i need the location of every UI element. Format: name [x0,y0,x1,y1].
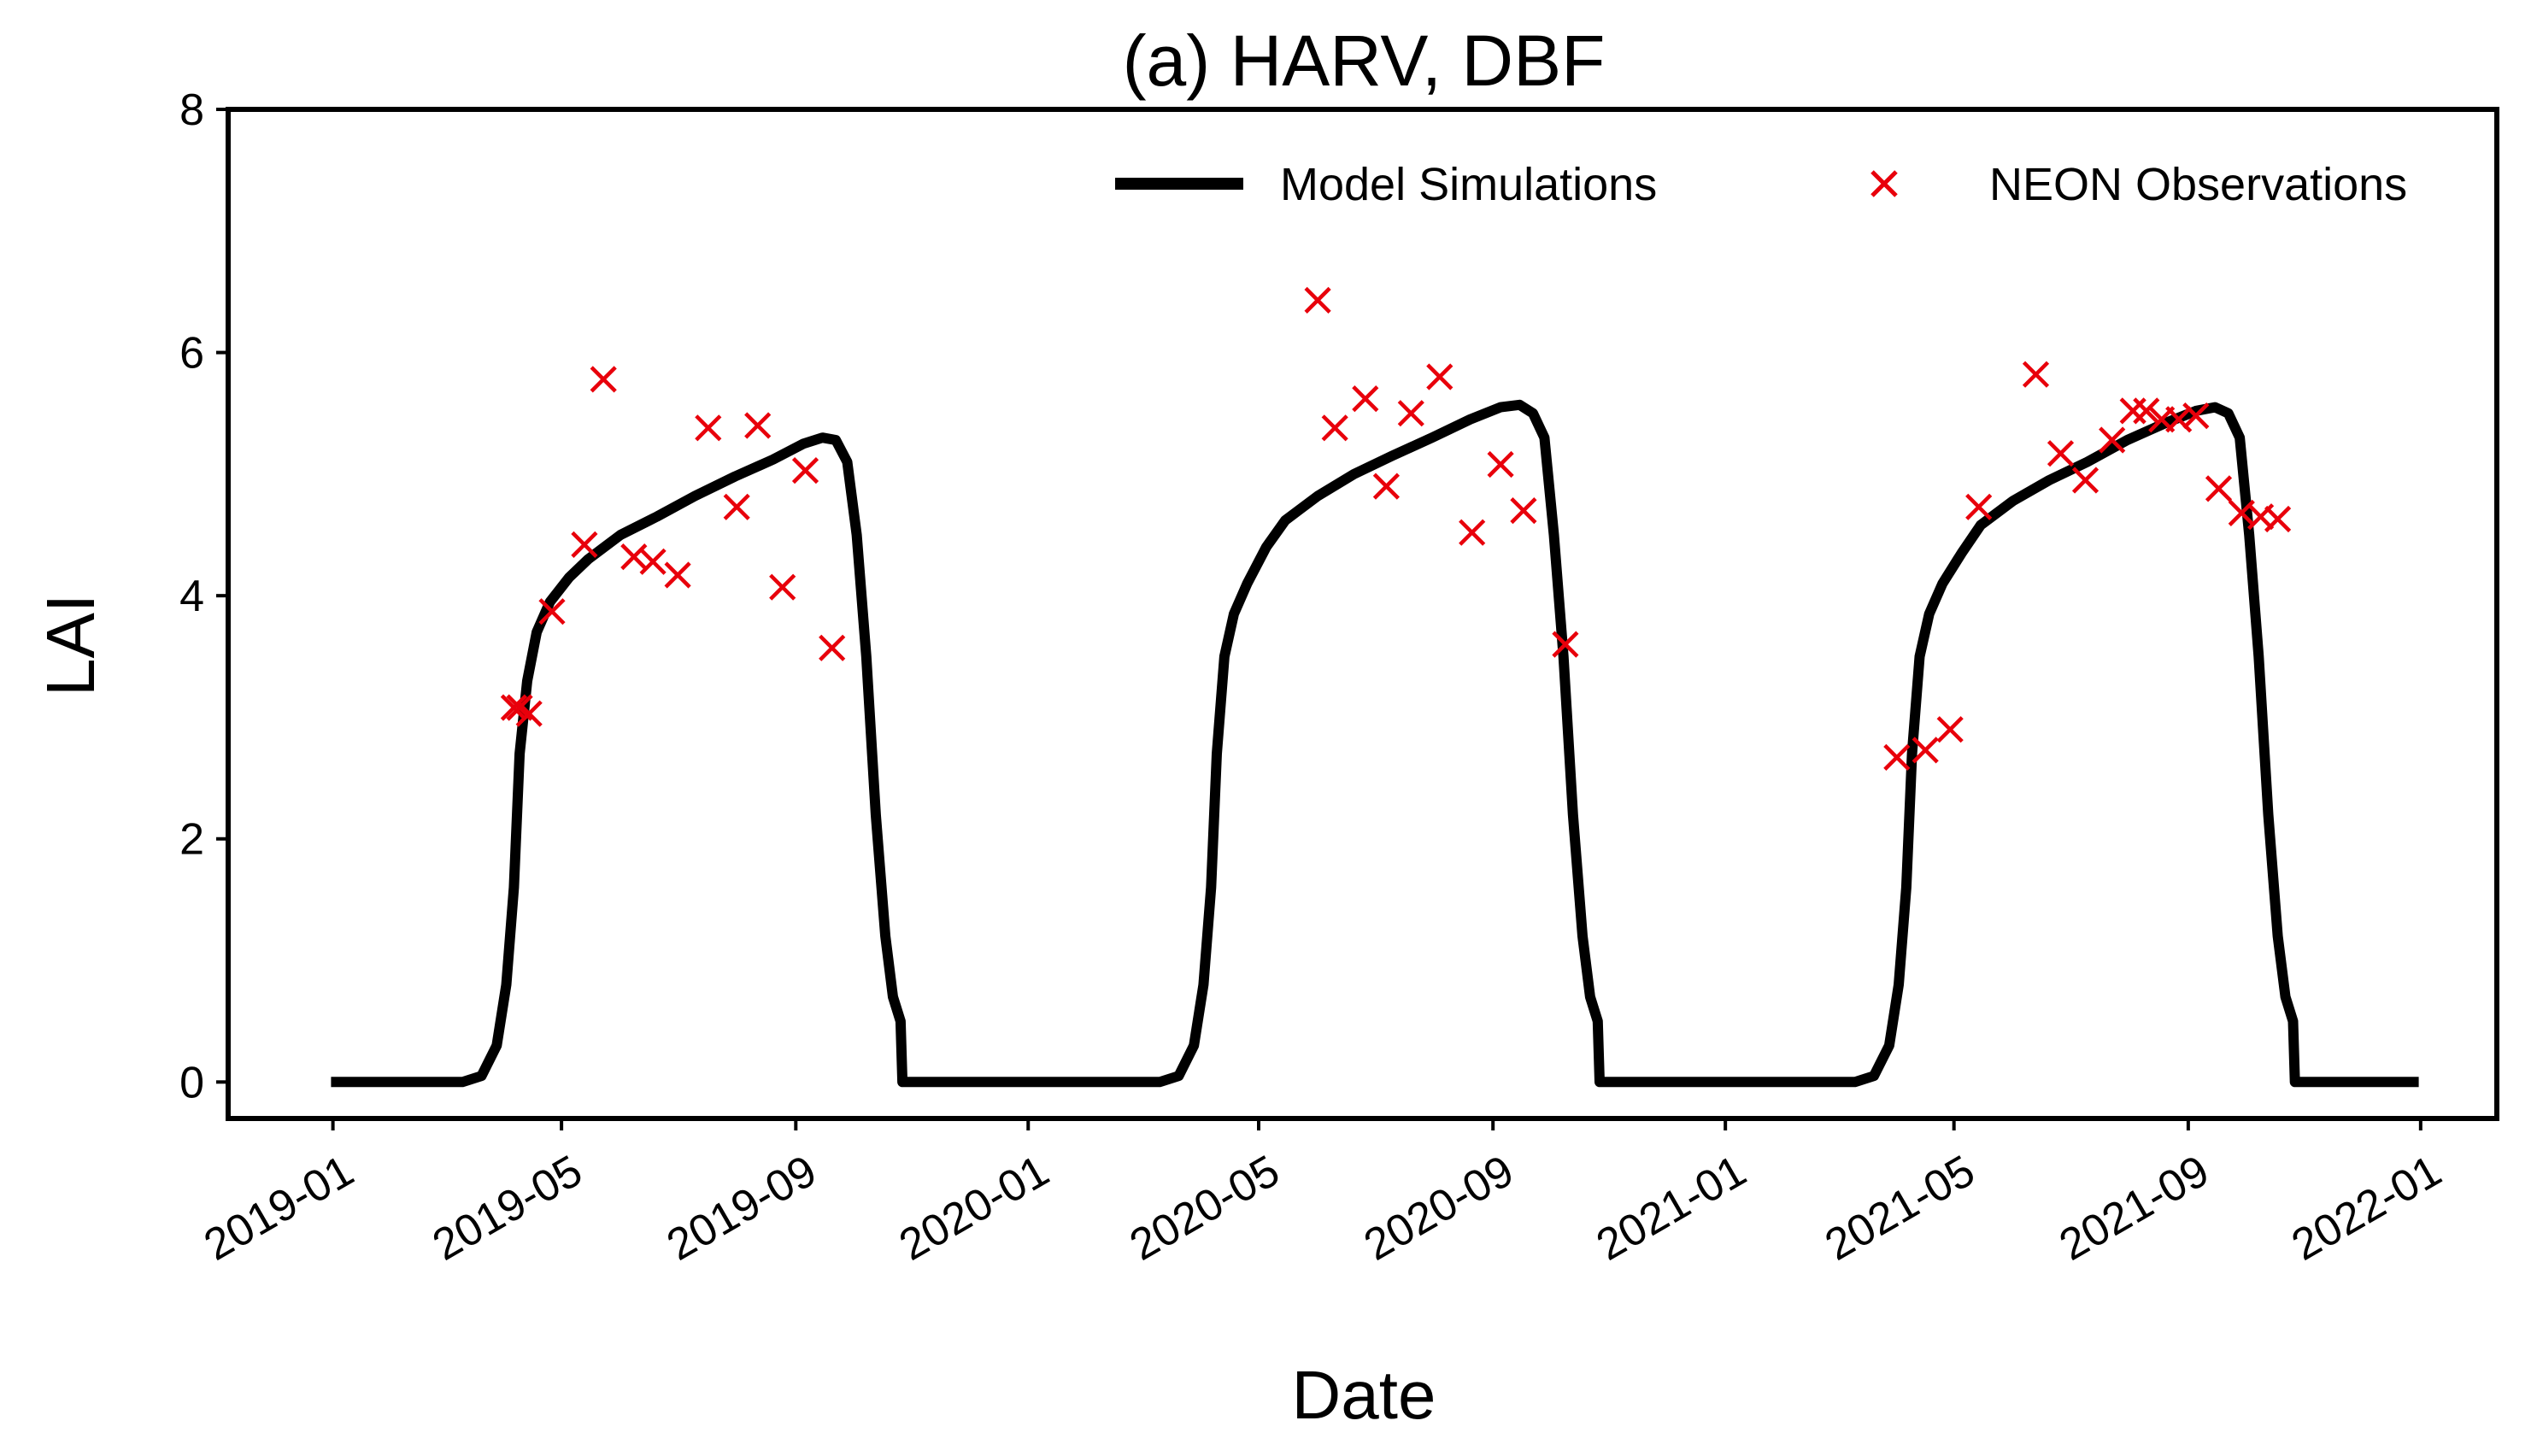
y-axis-label: LAI [32,594,109,696]
observation-point [2099,426,2126,454]
x-axis-ticks: 2019-01 2019-05 2019-09 2020-01 2020-05 2020-… [196,1118,2450,1271]
model-simulations-line [331,399,2419,1088]
observation-point [500,694,527,721]
observation-point [1321,414,1348,442]
observation-point [819,634,846,661]
x-tick-label: 2019-09 [659,1146,825,1271]
x-tick-label: 2019-05 [425,1146,590,1271]
x-tick-label: 2021-01 [1589,1146,1754,1271]
observation-point [1936,716,1964,743]
observation-point [2047,440,2075,467]
observation-point [1352,385,1379,413]
x-tick-label: 2021-05 [1817,1146,1982,1271]
observation-point [1487,450,1514,478]
observation-point [571,531,598,558]
observation-point [1459,519,1486,546]
observation-point [2022,361,2050,388]
observation-point [1372,473,1400,500]
observation-point [1965,493,1993,520]
observation-point [744,412,772,439]
observation-point [1397,400,1424,427]
observation-point [1912,737,1939,764]
observation-point [538,598,566,625]
legend-observations-marker [1870,170,1898,197]
observation-point [1510,497,1537,525]
plot-area [331,286,2419,1088]
observation-point [1883,743,1911,771]
legend-model-label: Model Simulations [1280,159,1657,210]
observation-point [639,548,667,575]
chart-title: (a) HARV, DBF [1123,21,1606,101]
x-axis-label: Date [1292,1357,1436,1433]
observation-point [769,573,796,601]
y-tick-label: 2 [179,815,204,865]
observation-point [1304,286,1331,314]
legend-observations-label: NEON Observations [1989,159,2407,210]
plot-frame [226,107,2499,1121]
legend: Model Simulations NEON Observations [1115,159,2407,210]
observation-point [2264,505,2292,533]
x-tick-label: 2019-01 [196,1146,361,1271]
x-tick-label: 2022-01 [2284,1146,2450,1271]
y-tick-label: 8 [179,85,204,135]
observation-point [791,457,819,484]
observation-point [2182,402,2210,430]
y-axis-ticks: 0 2 4 6 8 [179,85,228,1107]
y-tick-label: 0 [179,1058,204,1107]
observation-point [723,493,750,520]
y-tick-label: 6 [179,329,204,379]
observation-point [664,561,691,589]
observation-point [2133,397,2160,425]
observation-point [2071,467,2099,494]
observation-point [2119,397,2146,425]
x-tick-label: 2020-01 [891,1146,1057,1271]
observation-point [515,700,543,727]
observation-point [695,414,722,442]
observation-point [1552,631,1579,658]
y-tick-label: 4 [179,572,204,621]
observation-point [590,366,617,393]
x-tick-label: 2021-09 [2052,1146,2217,1271]
x-tick-label: 2020-09 [1356,1146,1522,1271]
x-tick-label: 2020-05 [1122,1146,1288,1271]
observation-point [1426,363,1453,390]
observation-point [2205,475,2233,502]
